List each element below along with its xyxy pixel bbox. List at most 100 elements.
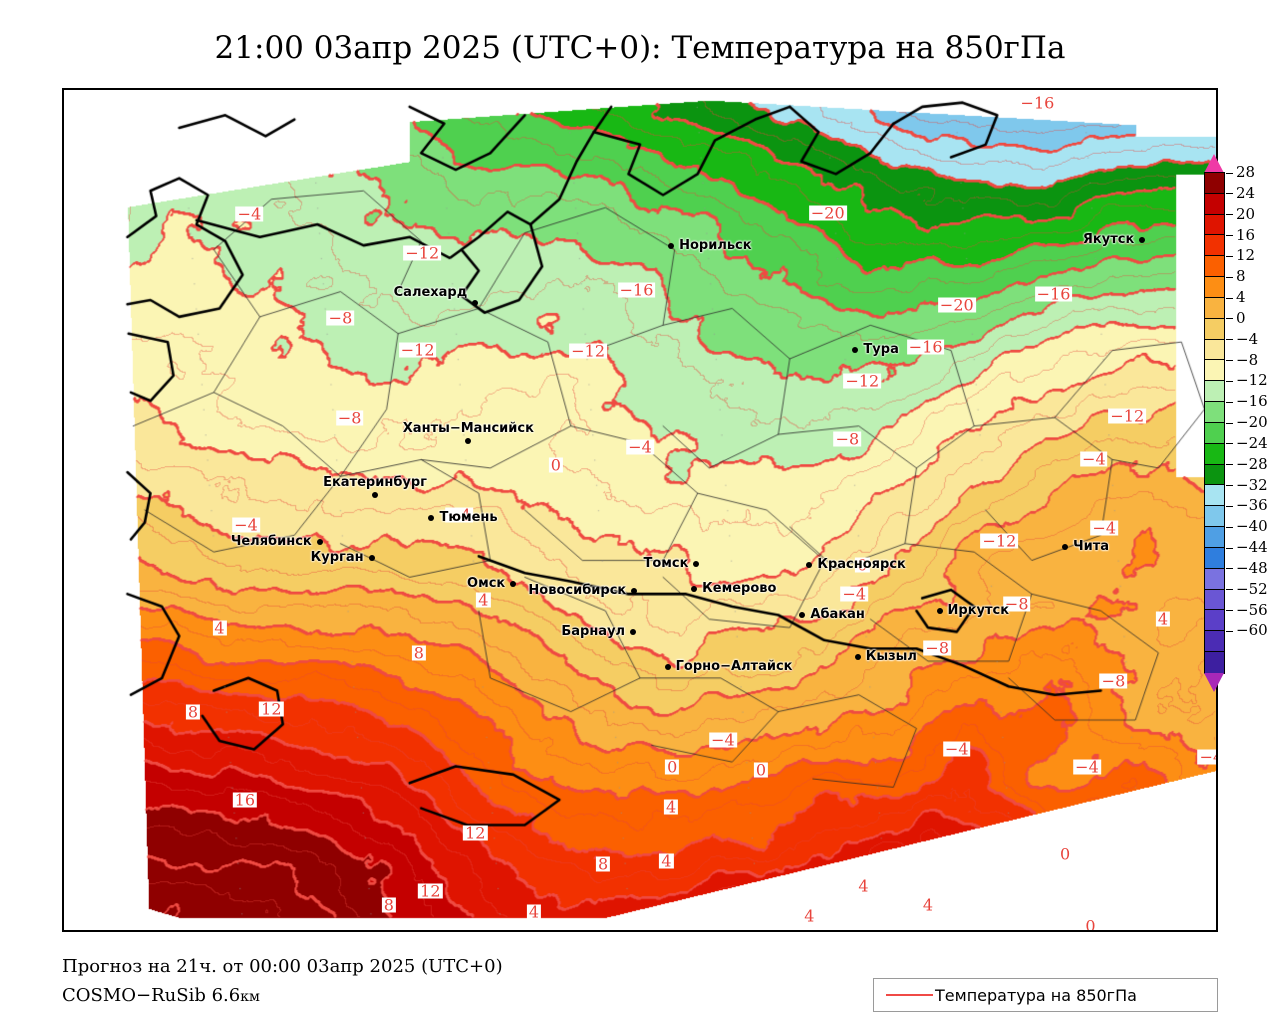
city-label: Тюмень: [439, 510, 498, 526]
city-dot-icon: [368, 554, 375, 561]
contour-label: −4: [232, 515, 260, 535]
city-dot-icon: [693, 560, 700, 567]
contour-label: 4: [802, 906, 817, 926]
footer: Прогноз на 21ч. от 00:00 03апр 2025 (UTC…: [62, 952, 503, 1012]
colorbar-tick: −52: [1226, 580, 1268, 598]
contour-label: 0: [1057, 844, 1073, 864]
colorbar-tick: 24: [1226, 184, 1255, 202]
colorbar-band: [1205, 256, 1224, 278]
colorbar-band: [1205, 277, 1224, 298]
contour-label: −4: [1073, 757, 1101, 777]
city-dot-icon: [630, 628, 637, 635]
city-label: Томск: [643, 555, 689, 571]
colorbar-tick: −44: [1226, 538, 1268, 556]
colorbar-band: [1205, 214, 1224, 236]
contour-label: 12: [418, 881, 443, 901]
contour-label: −4: [626, 437, 654, 457]
colorbar-tick: 12: [1226, 246, 1255, 264]
contour-label: −4: [840, 584, 869, 604]
colorbar-tick: 0: [1226, 309, 1246, 327]
colorbar-band: [1205, 173, 1224, 194]
colorbar-tick-labels: 28 24 20 16 12 8 4 0 −4 −8 −12 −16 −20 −24 −28 −32 −36 −4…: [1226, 163, 1276, 672]
city-dot-icon: [1139, 236, 1146, 243]
city-label: Челябинск: [230, 533, 312, 549]
colorbar-tick: −28: [1226, 455, 1268, 473]
colorbar-band: [1205, 402, 1224, 423]
contour-label: −4: [1197, 749, 1216, 765]
contour-label: 4: [1155, 609, 1171, 629]
contour-label: 4: [856, 876, 871, 896]
contour-label: −12: [843, 371, 882, 391]
contour-label: 0: [855, 555, 870, 575]
contour-label: 8: [185, 702, 201, 722]
colorbar-band: [1205, 485, 1224, 507]
colorbar-band: [1205, 193, 1224, 215]
colorbar-tick: −20: [1226, 413, 1268, 431]
colorbar-tick: −4: [1226, 330, 1258, 348]
colorbar-tick: −16: [1226, 392, 1268, 410]
city-label: Тура: [863, 342, 899, 358]
city-label: Кызыл: [865, 649, 917, 664]
contour-label: 0: [665, 757, 680, 777]
contour-label: 0: [1083, 916, 1098, 932]
contour-label: −4: [445, 505, 473, 525]
contour-label: 4: [664, 797, 679, 817]
colorbar-band: [1205, 422, 1224, 444]
city-label: Чита: [1073, 538, 1109, 554]
contour-label: −20: [937, 295, 976, 315]
colorbar-under-arrow: [1204, 673, 1224, 692]
colorbar-band: [1205, 652, 1224, 673]
contour-label: 8: [411, 643, 426, 663]
contour-label: 4: [212, 618, 227, 638]
contour-label: 0: [753, 760, 769, 780]
map-frame[interactable]: −16 −4 −20 −20 −16 −12 −16 −8 −12 −12 −16 −12 −8 −12 −…: [62, 88, 1218, 932]
city-dot-icon: [1062, 543, 1069, 550]
contour-label: −12: [569, 341, 608, 361]
city-dot-icon: [664, 664, 671, 671]
colorbar-tick: 20: [1226, 205, 1255, 223]
city-dot-icon: [852, 347, 859, 354]
contour-label: −8: [1099, 671, 1128, 691]
temperature-map-canvas[interactable]: [64, 90, 1216, 930]
contour-label: 4: [526, 902, 542, 922]
colorbar-tick: 8: [1226, 267, 1246, 285]
legend-label: Температура на 850гПа: [935, 985, 1137, 1005]
contour-label: −12: [980, 531, 1019, 551]
model-name: COSMO−RuSib 6.6: [62, 985, 241, 1006]
legend-line-swatch: [886, 994, 933, 996]
city-dot-icon: [854, 654, 861, 660]
city-dot-icon: [936, 607, 943, 614]
colorbar-band: [1205, 506, 1224, 528]
colorbar-band: [1205, 339, 1224, 361]
page-title: 21:00 03апр 2025 (UTC+0): Температура на…: [214, 30, 1066, 66]
contour-label: −8: [335, 408, 364, 428]
colorbar-tick: −56: [1226, 601, 1268, 619]
contour-label: −4: [1090, 518, 1119, 538]
contour-label: 4: [476, 590, 491, 610]
contour-label: −12: [398, 340, 437, 360]
city-dot-icon: [631, 588, 638, 595]
colorbar-band: [1205, 443, 1224, 465]
contour-label: −12: [403, 243, 442, 263]
colorbar-tick: 28: [1226, 163, 1255, 181]
contour-label: −8: [1002, 594, 1031, 614]
city-dot-icon: [372, 491, 379, 498]
colorbar-tick: −60: [1226, 621, 1268, 639]
city-dot-icon: [465, 438, 472, 445]
contour-label: −4: [709, 730, 737, 750]
city-dot-icon: [316, 538, 323, 545]
city-label: Якутск: [1082, 231, 1135, 247]
city-label: Кемерово: [702, 580, 777, 596]
contour-label: −20: [808, 203, 847, 223]
contour-label: 8: [596, 854, 611, 874]
forecast-info: Прогноз на 21ч. от 00:00 03апр 2025 (UTC…: [62, 956, 503, 977]
colorbar[interactable]: [1204, 172, 1225, 674]
colorbar-band: [1205, 610, 1224, 632]
colorbar-band: [1205, 464, 1224, 486]
contour-label: 0: [548, 455, 563, 475]
contour-label: −8: [923, 638, 951, 658]
contour-label: −16: [1034, 284, 1073, 304]
model-info: COSMO−RuSib 6.6км: [62, 981, 503, 1012]
colorbar-band: [1205, 235, 1224, 257]
contour-label: −4: [1080, 449, 1108, 469]
